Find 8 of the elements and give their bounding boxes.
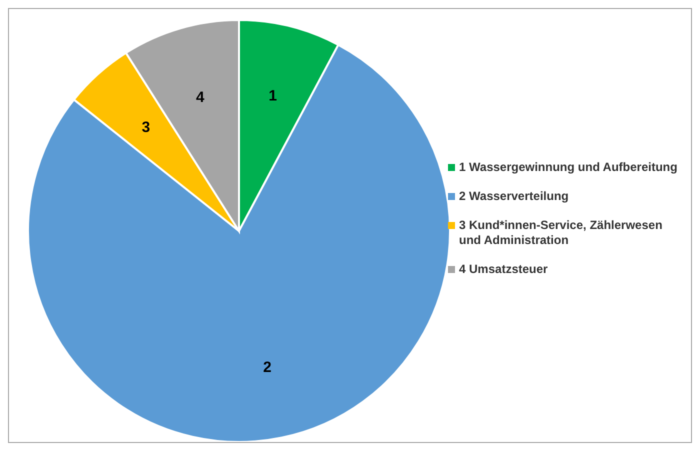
legend-label: 3 Kund*innen-Service, Zählerwesen und Administration — [459, 218, 664, 248]
legend-label: 1 Wassergewinnung und Aufbereitung — [459, 160, 678, 175]
text: 1 — [268, 87, 277, 104]
text: 2 — [263, 358, 272, 376]
legend-label: 2 Wasserverteilung — [459, 189, 569, 204]
text: 4 — [196, 88, 205, 106]
legend-label: 4 Umsatzsteuer — [459, 262, 548, 277]
text: 3 — [142, 118, 150, 136]
